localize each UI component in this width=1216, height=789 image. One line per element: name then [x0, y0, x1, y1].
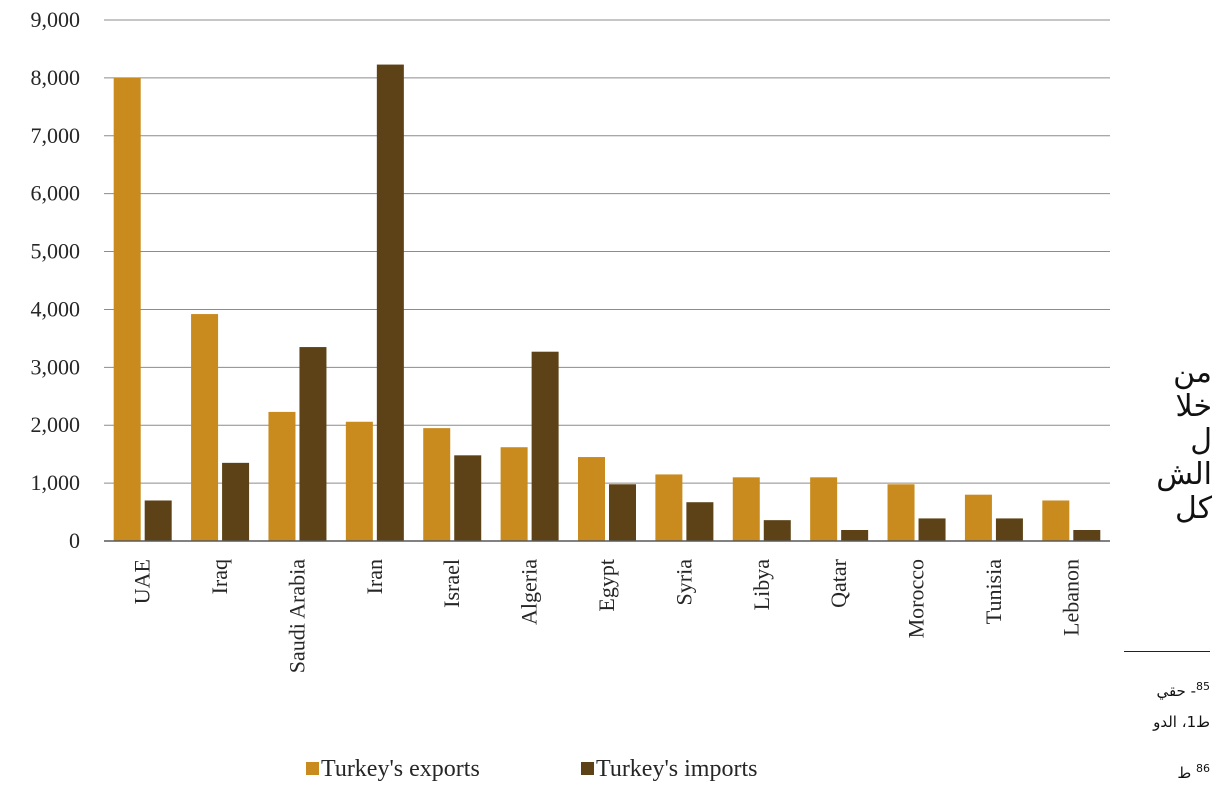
y-tick-label: 9,000: [31, 7, 81, 32]
x-tick-label: Syria: [671, 559, 696, 606]
x-tick-label: Qatar: [826, 558, 851, 608]
bar-imports: [454, 455, 482, 541]
bar-exports: [964, 494, 992, 541]
bar-exports: [345, 421, 373, 541]
bar-imports: [222, 462, 250, 541]
x-tick-label: UAE: [130, 559, 155, 604]
arabic-body-text: من خلا ل الش كل: [1142, 356, 1212, 526]
bar-imports: [531, 351, 559, 541]
x-tick-label: Iraq: [207, 559, 232, 594]
y-tick-label: 7,000: [31, 123, 81, 148]
legend-label: Turkey's exports: [321, 756, 480, 782]
legend-swatch: [306, 762, 319, 775]
y-tick-label: 3,000: [31, 354, 81, 379]
y-tick-label: 4,000: [31, 296, 81, 321]
arabic-text-line: الش: [1156, 457, 1212, 492]
footnote-separator: [1124, 651, 1210, 652]
y-tick-label: 6,000: [31, 181, 81, 206]
footnote-85-continued: ط1، الدو: [1110, 713, 1210, 731]
x-tick-label: Iran: [362, 559, 387, 594]
x-axis-ticks: UAE Iraq Saudi Arabia Iran Israel Algeria Egyp…: [130, 558, 1084, 673]
bar-exports: [191, 314, 219, 541]
bar-exports: [113, 77, 141, 541]
bar-exports: [1042, 500, 1070, 541]
footnote-85: 85- حقي: [1110, 680, 1210, 700]
y-tick-label: 0: [69, 528, 80, 553]
x-tick-label: Egypt: [594, 559, 619, 612]
bar-exports: [268, 411, 296, 541]
arabic-text-line: من: [1173, 355, 1212, 390]
footnote-text: ط1، الدو: [1153, 713, 1210, 731]
arabic-text-line: كل: [1174, 491, 1212, 526]
bar-exports: [500, 447, 528, 541]
x-tick-label: Morocco: [904, 559, 929, 638]
footnote-text: - حقي: [1156, 682, 1196, 700]
bar-imports: [144, 500, 172, 541]
bar-exports: [655, 474, 683, 541]
bar-exports: [578, 457, 605, 541]
x-tick-label: Tunisia: [981, 559, 1006, 624]
legend-swatch: [581, 762, 594, 775]
bar-exports: [732, 477, 760, 541]
x-tick-label: Lebanon: [1058, 559, 1083, 636]
bar-imports: [376, 64, 404, 541]
x-tick-label: Saudi Arabia: [284, 559, 309, 673]
y-axis-ticks: 0 1,000 2,000 3,000 4,000 5,000 6,000 7,000 8,00…: [31, 7, 81, 553]
bar-imports: [763, 520, 791, 541]
bar-imports: [841, 530, 869, 541]
footnote-text: ط: [1177, 764, 1192, 782]
bar-exports: [423, 428, 451, 541]
footnote-number: 85: [1196, 680, 1210, 693]
arabic-text-line: خلا: [1175, 389, 1212, 424]
bar-imports: [995, 518, 1023, 541]
x-tick-label: Algeria: [517, 559, 542, 625]
bar-exports: [810, 477, 838, 541]
bar-imports: [918, 518, 946, 541]
bars: [113, 64, 1101, 541]
y-tick-label: 2,000: [31, 412, 81, 437]
bar-exports: [887, 484, 915, 541]
footnote-number: 86: [1196, 762, 1210, 775]
y-tick-label: 1,000: [31, 470, 81, 495]
bar-imports: [299, 347, 327, 541]
legend-label: Turkey's imports: [596, 756, 757, 782]
x-tick-label: Libya: [749, 559, 774, 611]
bar-imports: [1073, 530, 1101, 541]
bar-imports: [686, 502, 714, 541]
footnote-86: 86 ط: [1110, 762, 1210, 782]
y-tick-label: 8,000: [31, 65, 81, 90]
legend: Turkey's exports Turkey's imports: [306, 756, 757, 782]
gridlines: [104, 19, 1110, 484]
x-tick-label: Israel: [439, 559, 464, 608]
bar-imports: [609, 484, 636, 541]
y-tick-label: 5,000: [31, 239, 81, 264]
arabic-text-line: ل: [1190, 423, 1212, 458]
